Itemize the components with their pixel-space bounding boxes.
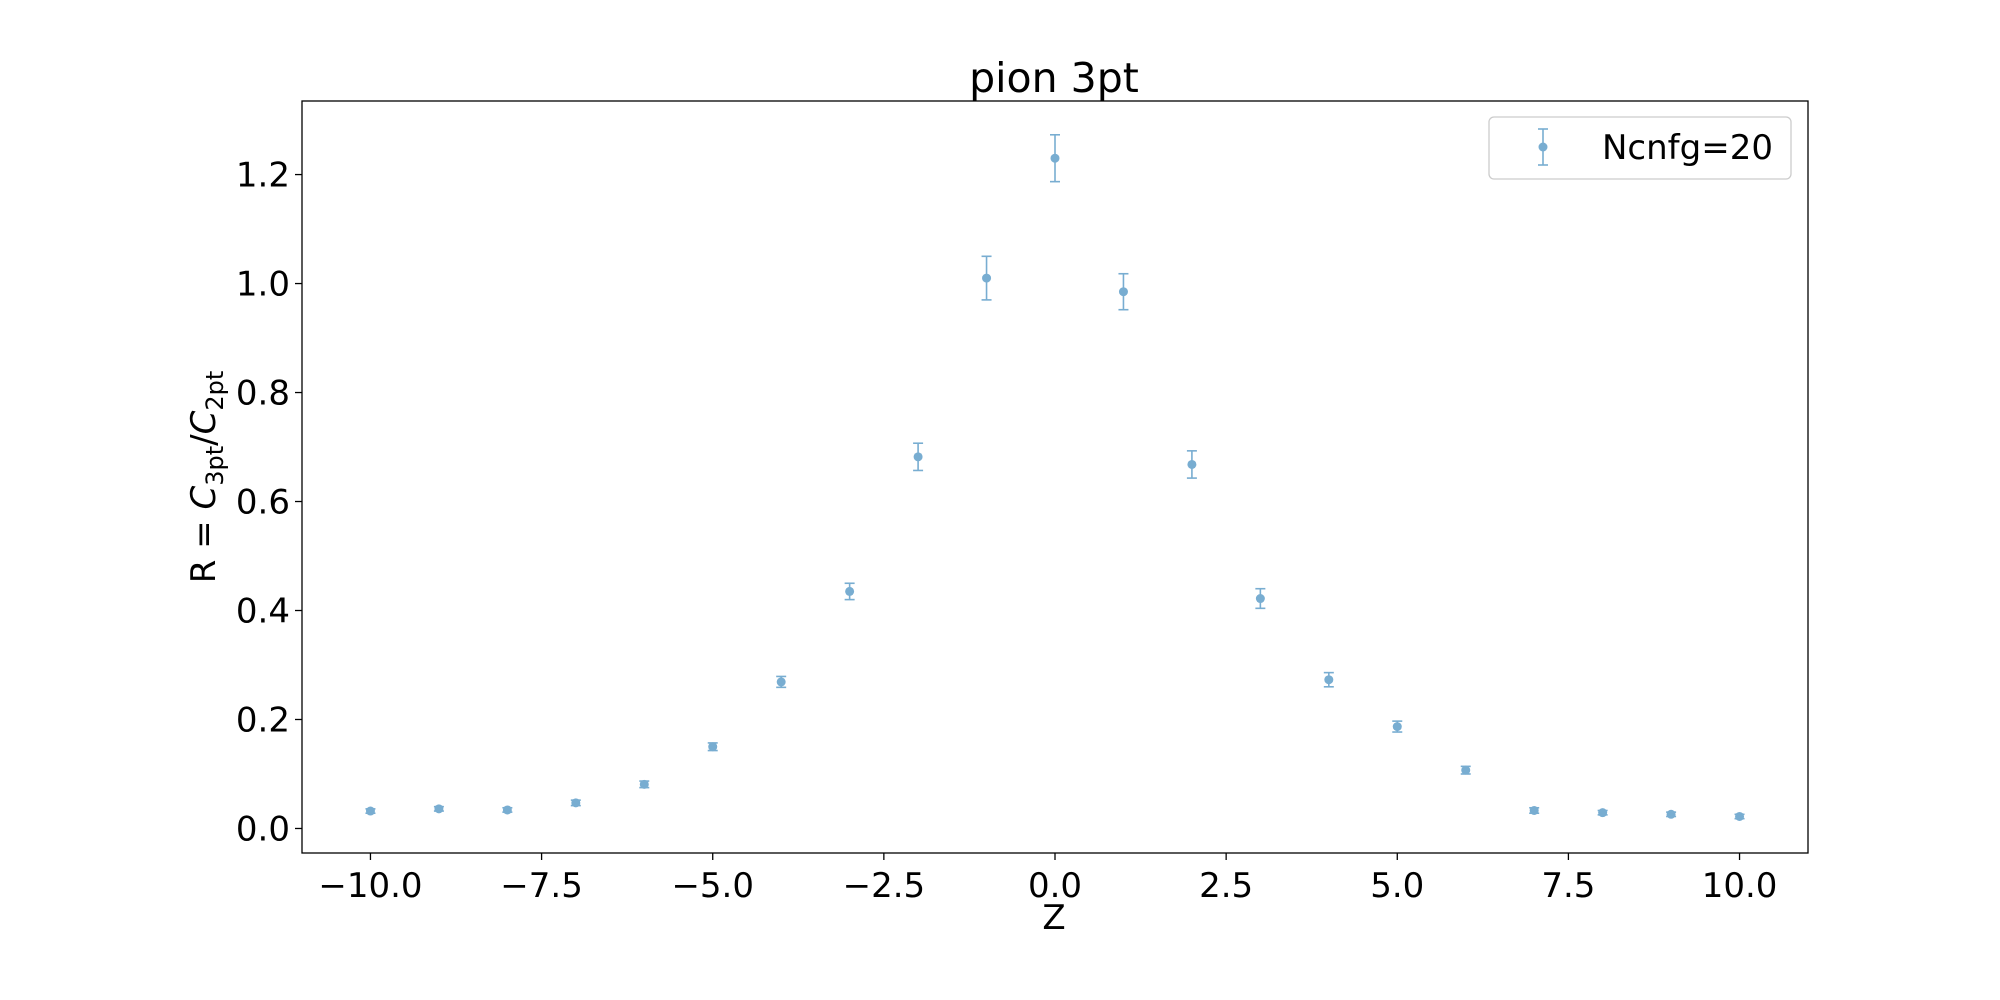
- y-tick-label: 0.6: [236, 483, 290, 523]
- x-tick-label: −2.5: [843, 866, 926, 906]
- data-point: [1734, 811, 1745, 821]
- marker: [776, 677, 786, 687]
- marker: [1598, 808, 1608, 818]
- data-point: [844, 582, 855, 601]
- data-point: [913, 442, 924, 472]
- data-point: [707, 742, 718, 752]
- marker: [434, 804, 444, 814]
- x-axis-label: Z: [1042, 898, 1065, 938]
- data-point: [1323, 671, 1334, 688]
- marker: [1461, 765, 1471, 775]
- y-tick-label: 0.4: [236, 592, 290, 632]
- marker: [571, 798, 581, 808]
- data-point: [1460, 765, 1471, 775]
- y-tick-label: 1.2: [236, 156, 290, 196]
- x-tick-label: 7.5: [1541, 866, 1595, 906]
- data-point: [1597, 808, 1608, 818]
- data-point: [502, 805, 513, 815]
- marker: [1529, 805, 1539, 815]
- legend-frame: [1488, 116, 1792, 180]
- data-point: [1118, 272, 1129, 311]
- marker: [913, 452, 923, 462]
- x-tick-label: 10.0: [1702, 866, 1778, 906]
- data-point: [1666, 809, 1677, 819]
- data-point: [433, 804, 444, 814]
- x-axis: −10.0 −7.5 −5.0 −2.5 0.0 2.5 5.0 7.5 10.0: [318, 853, 1777, 906]
- data-point: [639, 779, 650, 789]
- y-axis-label: R = C3pt/C2pt: [184, 371, 229, 584]
- marker: [845, 586, 855, 596]
- data-point: [776, 675, 787, 689]
- marker: [1324, 675, 1334, 685]
- legend: Ncnfg=20: [1488, 116, 1792, 180]
- x-tick-label: 5.0: [1370, 866, 1424, 906]
- data-series: [365, 133, 1745, 821]
- marker: [982, 273, 992, 283]
- marker: [708, 742, 718, 752]
- x-tick-label: 0.0: [1028, 866, 1082, 906]
- data-point: [1255, 587, 1266, 610]
- marker: [1118, 287, 1128, 297]
- y-tick-label: 0.8: [236, 374, 290, 414]
- marker: [1187, 459, 1197, 469]
- marker: [1255, 594, 1265, 604]
- data-point: [1529, 805, 1540, 815]
- legend-marker: [1538, 128, 1548, 166]
- y-tick-label: 1.0: [236, 265, 290, 305]
- x-tick-label: 2.5: [1199, 866, 1253, 906]
- marker: [1735, 811, 1745, 821]
- data-point: [365, 806, 376, 816]
- data-point: [570, 798, 581, 808]
- marker: [1392, 722, 1402, 732]
- legend-label: Ncnfg=20: [1602, 128, 1773, 168]
- data-point: [1186, 450, 1197, 479]
- marker: [1050, 153, 1060, 163]
- data-point: [1050, 133, 1060, 183]
- legend-symbol: [1538, 128, 1548, 166]
- marker: [365, 806, 375, 816]
- marker: [502, 805, 512, 815]
- y-tick-label: 0.0: [236, 809, 290, 849]
- x-tick-label: −7.5: [500, 866, 583, 906]
- x-tick-label: −10.0: [318, 866, 422, 906]
- chart-title: pion 3pt: [969, 54, 1139, 102]
- data-point: [1392, 720, 1403, 733]
- data-point: [981, 255, 992, 301]
- marker: [639, 779, 649, 789]
- y-axis: 0.0 0.2 0.4 0.6 0.8 1.0 1.2: [236, 156, 302, 849]
- y-tick-label: 0.2: [236, 700, 290, 740]
- x-tick-label: −5.0: [671, 866, 754, 906]
- marker: [1666, 809, 1676, 819]
- legend-dot: [1538, 142, 1548, 152]
